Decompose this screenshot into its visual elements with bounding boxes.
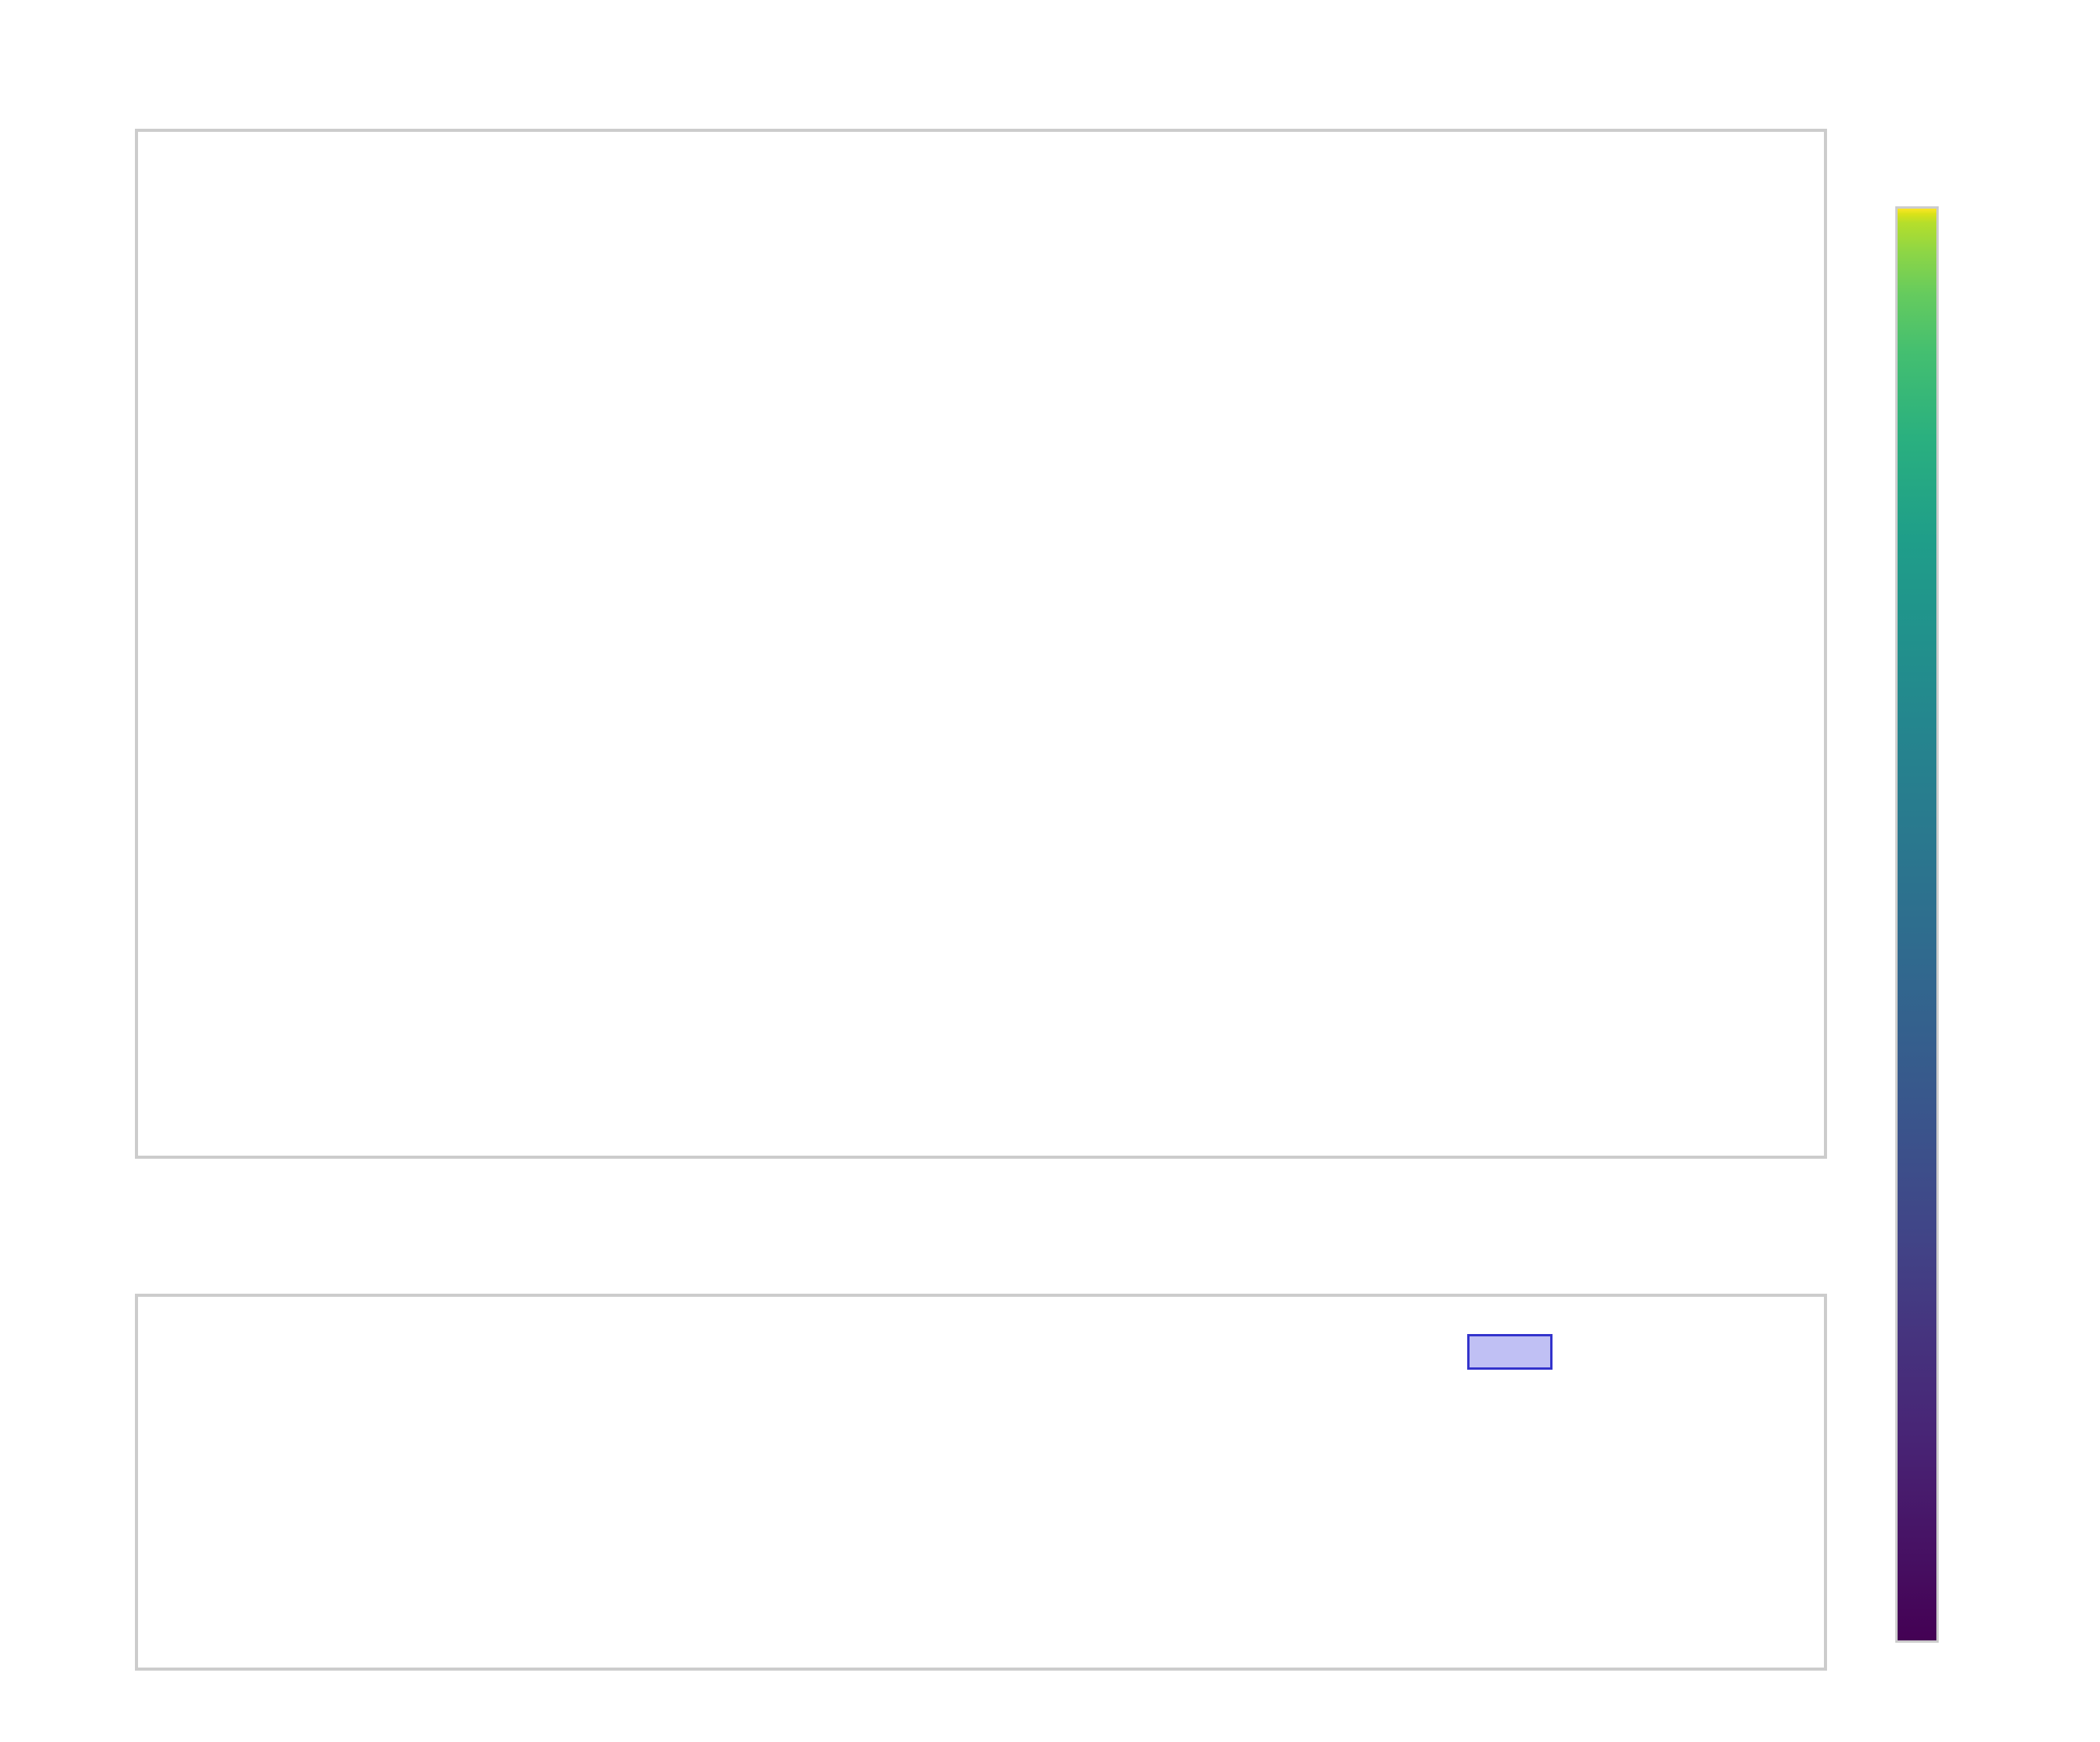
- legend-item-observations: [155, 149, 636, 195]
- uncertainty-band-swatch-icon: [1467, 1334, 1553, 1370]
- trajectory-legend: [155, 149, 636, 257]
- fitted-line-swatch-icon: [171, 219, 248, 228]
- legend-item-fitted-track: [155, 200, 636, 247]
- trajectory-plot-area: [135, 129, 1827, 1159]
- observations-marker-icon: [200, 164, 216, 180]
- trajectory-plot-svg: [138, 132, 1824, 1156]
- colorbar-gradient: [1895, 206, 1939, 1643]
- residuals-plot-area: [135, 1294, 1827, 1671]
- residuals-plot-svg: [138, 1297, 1824, 1668]
